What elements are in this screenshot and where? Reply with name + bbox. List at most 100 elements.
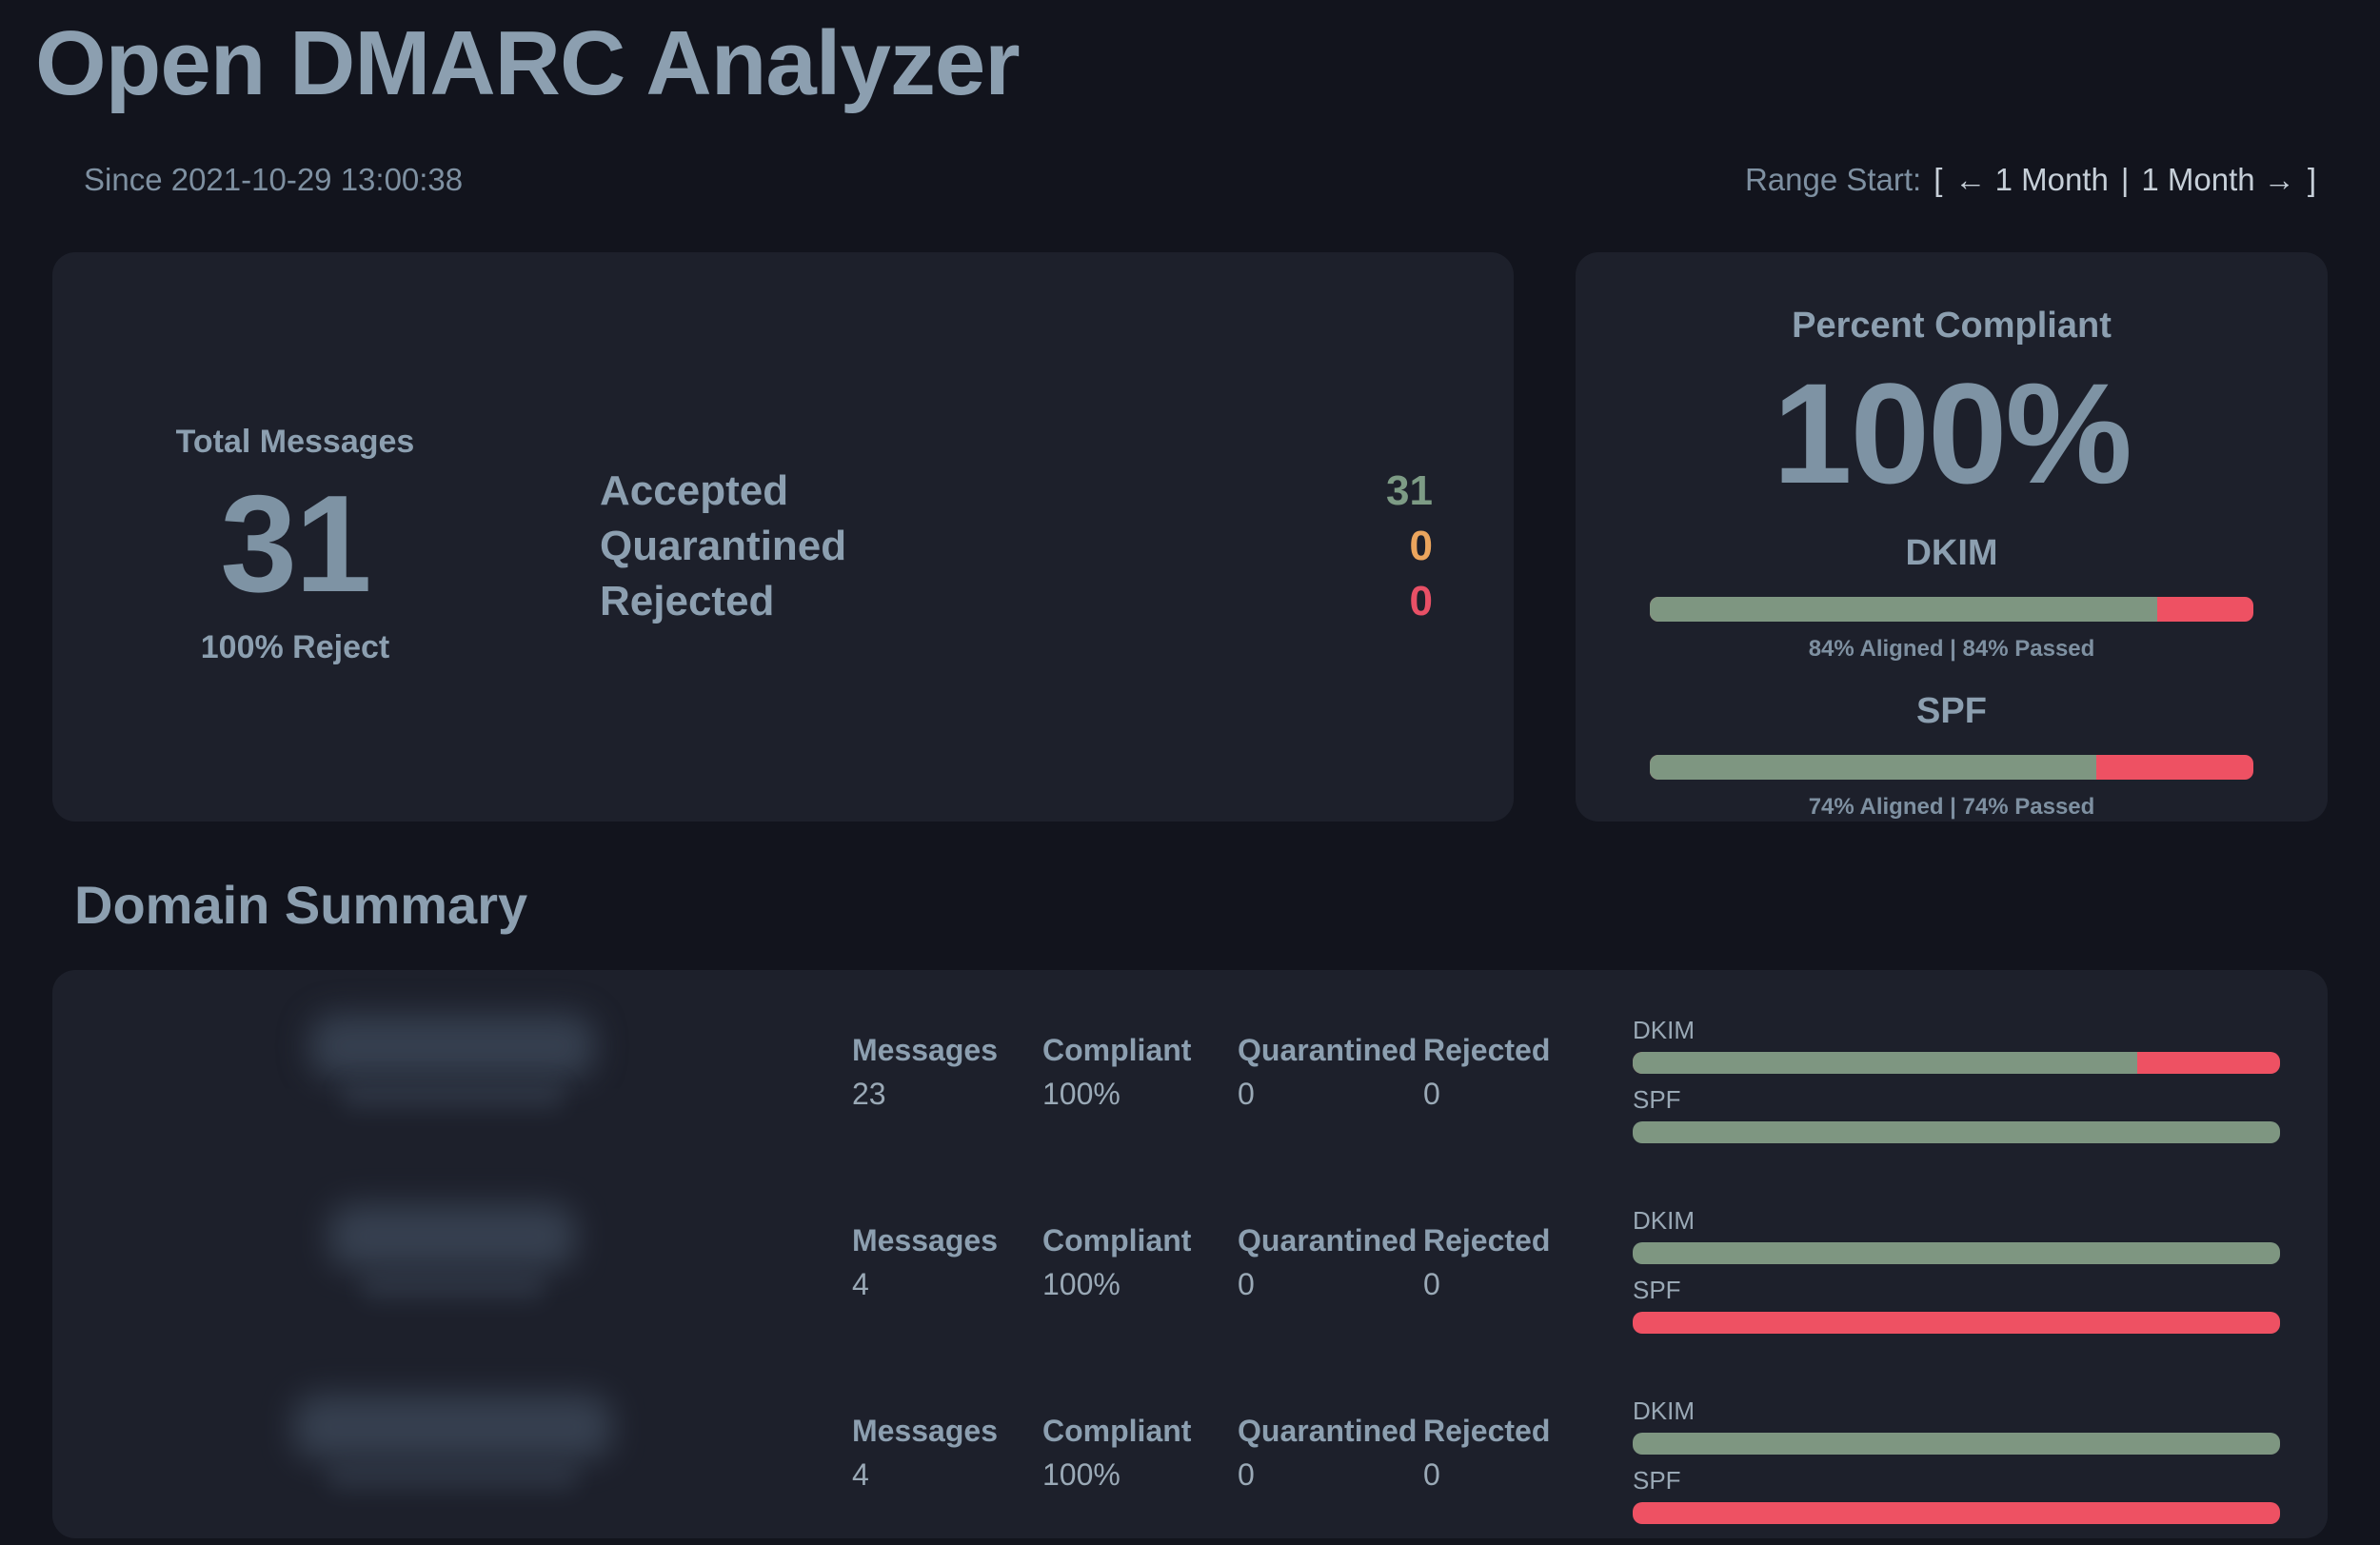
spf-row-bar bbox=[1633, 1311, 2280, 1334]
stat-label: Messages bbox=[852, 1222, 998, 1258]
domain-stats: Messages 4 Compliant 100% Quarantined 0 … bbox=[852, 1389, 1614, 1538]
dkim-row-bar bbox=[1633, 1241, 2280, 1264]
domain-link-redacted[interactable] bbox=[52, 1389, 852, 1538]
stat-label: Rejected bbox=[1423, 1222, 1551, 1258]
stat-value: 0 bbox=[1238, 1076, 1255, 1111]
dkim-row-bar bbox=[1633, 1051, 2280, 1074]
stat-label: Rejected bbox=[1423, 1032, 1551, 1067]
page: Open DMARC Analyzer Since 2021-10-29 13:… bbox=[0, 13, 2380, 1538]
totals-label: Total Messages bbox=[175, 423, 415, 460]
stat-label: Rejected bbox=[1423, 1413, 1551, 1448]
stat-label: Quarantined bbox=[1238, 1413, 1418, 1448]
domain-meters: DKIM SPF bbox=[1633, 1008, 2280, 1198]
stat-value: 0 bbox=[1423, 1456, 1440, 1492]
range-prev-month-link[interactable]: ← 1 Month bbox=[1954, 161, 2109, 197]
dkim-row-fill bbox=[1633, 1432, 2280, 1455]
domain-summary-title: Domain Summary bbox=[74, 874, 528, 935]
percent-compliant-title: Percent Compliant bbox=[1792, 305, 2112, 346]
status-label-quarantined: Quarantined bbox=[600, 522, 847, 569]
spf-meter-fill bbox=[1650, 754, 2097, 780]
range-bracket-open: [ bbox=[1934, 161, 1943, 197]
stat-label: Quarantined bbox=[1238, 1222, 1418, 1258]
spf-row-label: SPF bbox=[1633, 1084, 1681, 1114]
domain-subtitle-blurred bbox=[326, 1464, 579, 1490]
domain-name-blurred bbox=[328, 1203, 576, 1269]
since-timestamp: Since 2021-10-29 13:00:38 bbox=[84, 161, 464, 197]
spf-row-label: SPF bbox=[1633, 1465, 1681, 1495]
compliance-card: Percent Compliant 100% DKIM 84% Aligned … bbox=[1576, 251, 2328, 822]
stat-compliant: Compliant 100% bbox=[1042, 1223, 1238, 1389]
dkim-meter-bar bbox=[1650, 596, 2253, 622]
stat-label: Compliant bbox=[1042, 1413, 1192, 1448]
stat-compliant: Compliant 100% bbox=[1042, 1414, 1238, 1538]
status-block: Accepted Quarantined Rejected 31 0 0 bbox=[600, 464, 1433, 822]
status-value-quarantined: 0 bbox=[1409, 522, 1433, 569]
spf-row-label: SPF bbox=[1633, 1275, 1681, 1304]
stat-value: 4 bbox=[852, 1266, 869, 1301]
percent-compliant-value: 100% bbox=[1773, 352, 2132, 513]
dkim-row-fill bbox=[1633, 1051, 2138, 1074]
dkim-row-label: DKIM bbox=[1633, 1396, 1695, 1425]
stat-value: 0 bbox=[1238, 1266, 1255, 1301]
domain-link-redacted[interactable] bbox=[52, 1198, 852, 1389]
stat-quarantined: Quarantined 0 bbox=[1238, 1033, 1423, 1198]
totals-card: Total Messages 31 100% Reject Accepted Q… bbox=[52, 251, 1514, 822]
stat-value: 0 bbox=[1423, 1076, 1440, 1111]
spf-row-bar bbox=[1633, 1501, 2280, 1524]
dkim-row-fill bbox=[1633, 1241, 2280, 1264]
domain-stats: Messages 23 Compliant 100% Quarantined 0… bbox=[852, 1008, 1614, 1198]
stat-value: 100% bbox=[1042, 1076, 1121, 1111]
stat-value: 0 bbox=[1238, 1456, 1255, 1492]
range-separator: | bbox=[2120, 161, 2130, 197]
domain-subtitle-blurred bbox=[359, 1274, 545, 1299]
stat-label: Quarantined bbox=[1238, 1032, 1418, 1067]
totals-value: 31 bbox=[220, 465, 371, 621]
domain-meters: DKIM SPF bbox=[1633, 1198, 2280, 1389]
dkim-meter-fill bbox=[1650, 596, 2157, 622]
stat-messages: Messages 4 bbox=[852, 1414, 1042, 1538]
domain-row: Messages 23 Compliant 100% Quarantined 0… bbox=[52, 1008, 2328, 1198]
domain-stats: Messages 4 Compliant 100% Quarantined 0 … bbox=[852, 1198, 1614, 1389]
stat-label: Messages bbox=[852, 1413, 998, 1448]
status-value-rejected: 0 bbox=[1409, 577, 1433, 624]
domain-name-blurred bbox=[292, 1394, 612, 1459]
stat-compliant: Compliant 100% bbox=[1042, 1033, 1238, 1198]
spf-row-bar bbox=[1633, 1120, 2280, 1143]
stat-rejected: Rejected 0 bbox=[1423, 1414, 1614, 1538]
status-value-accepted: 31 bbox=[1386, 466, 1433, 514]
dkim-row-label: DKIM bbox=[1633, 1015, 1695, 1044]
spf-meter-caption: 74% Aligned | 74% Passed bbox=[1808, 793, 2095, 820]
stat-label: Messages bbox=[852, 1032, 998, 1067]
dkim-meter-label: DKIM bbox=[1905, 532, 1998, 573]
summary-cards: Total Messages 31 100% Reject Accepted Q… bbox=[52, 251, 2328, 822]
stat-value: 0 bbox=[1423, 1266, 1440, 1301]
domain-row: Messages 4 Compliant 100% Quarantined 0 … bbox=[52, 1389, 2328, 1538]
stat-label: Compliant bbox=[1042, 1222, 1192, 1258]
stat-messages: Messages 4 bbox=[852, 1223, 1042, 1389]
stat-value: 100% bbox=[1042, 1266, 1121, 1301]
dkim-meter-caption: 84% Aligned | 84% Passed bbox=[1808, 635, 2095, 662]
domain-name-blurred bbox=[309, 1013, 595, 1079]
subheader: Since 2021-10-29 13:00:38 Range Start: [… bbox=[52, 162, 2328, 198]
domain-subtitle-blurred bbox=[340, 1083, 565, 1109]
page-title: Open DMARC Analyzer bbox=[35, 12, 1021, 114]
totals-block: Total Messages 31 100% Reject bbox=[114, 424, 476, 822]
stat-value: 100% bbox=[1042, 1456, 1121, 1492]
spf-row-fill bbox=[1633, 1120, 2280, 1143]
stat-label: Compliant bbox=[1042, 1032, 1192, 1067]
domain-summary-card: Messages 23 Compliant 100% Quarantined 0… bbox=[52, 969, 2328, 1538]
stat-value: 4 bbox=[852, 1456, 869, 1492]
totals-policy: 100% Reject bbox=[200, 629, 390, 666]
stat-value: 23 bbox=[852, 1076, 886, 1111]
range-label: Range Start: bbox=[1744, 161, 1922, 197]
stat-rejected: Rejected 0 bbox=[1423, 1033, 1614, 1198]
status-label-accepted: Accepted bbox=[600, 466, 789, 514]
status-label-rejected: Rejected bbox=[600, 577, 775, 624]
domain-row: Messages 4 Compliant 100% Quarantined 0 … bbox=[52, 1198, 2328, 1389]
domain-meters: DKIM SPF bbox=[1633, 1389, 2280, 1538]
stat-messages: Messages 23 bbox=[852, 1033, 1042, 1198]
spf-meter-bar bbox=[1650, 754, 2253, 780]
stat-quarantined: Quarantined 0 bbox=[1238, 1414, 1423, 1538]
domain-link-redacted[interactable] bbox=[52, 1008, 852, 1198]
range-next-month-link[interactable]: 1 Month → bbox=[2141, 161, 2295, 197]
